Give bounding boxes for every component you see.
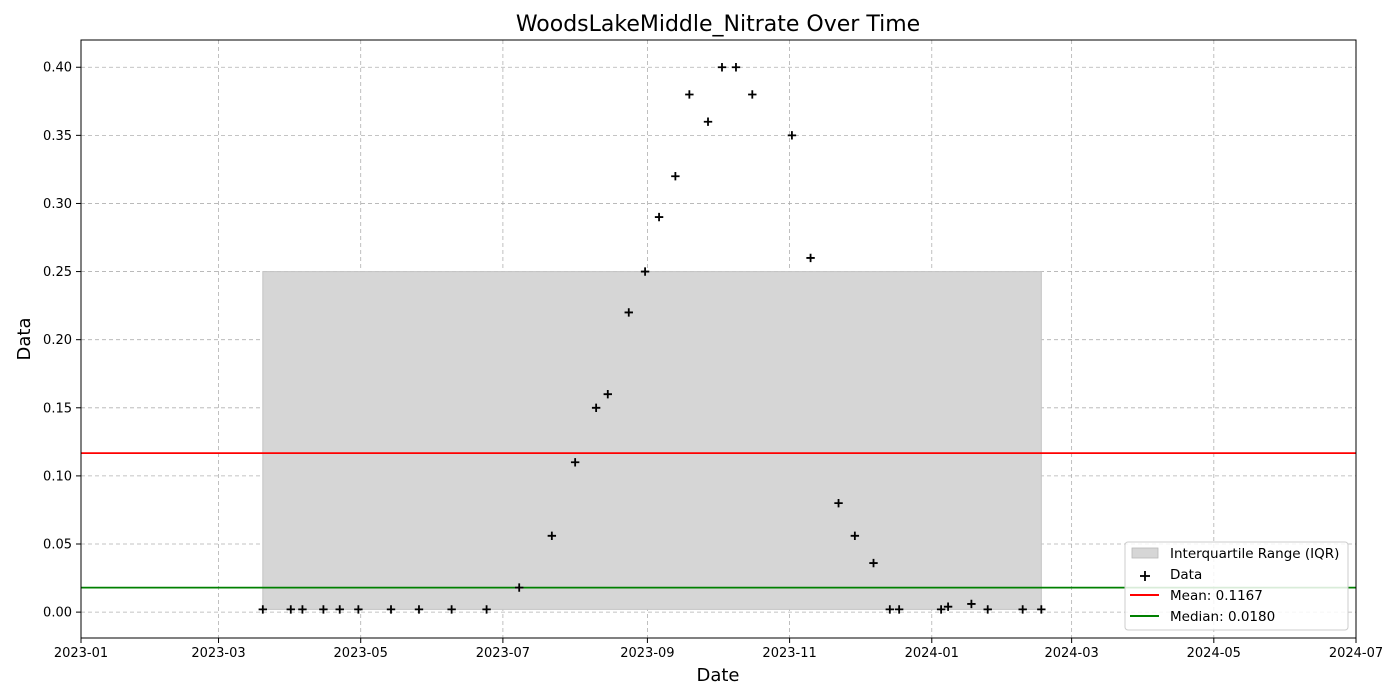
data-points — [258, 63, 1046, 614]
data-point — [885, 605, 895, 614]
data-point — [414, 605, 424, 614]
data-point — [447, 605, 456, 614]
legend-iqr-swatch — [1131, 547, 1159, 559]
data-point — [258, 605, 268, 614]
data-point — [671, 172, 680, 181]
x-tick-label: 2024-01 — [905, 646, 959, 661]
plot-frame — [80, 39, 1357, 639]
data-point — [1018, 605, 1027, 614]
data-point — [787, 131, 797, 140]
x-tick-label: 2024-03 — [1044, 646, 1098, 661]
x-tick-label: 2024-07 — [1329, 646, 1383, 661]
y-tick-label: 0.25 — [43, 265, 72, 280]
data-point — [354, 605, 363, 614]
legend-data-marker — [1140, 571, 1150, 581]
legend-median-label: Median: 0.0180 — [1170, 609, 1275, 625]
data-point — [748, 90, 757, 99]
data-point — [570, 458, 580, 467]
x-tick-label: 2023-05 — [334, 646, 388, 661]
x-tick-label: 2023-01 — [54, 646, 108, 661]
data-point — [967, 599, 976, 609]
data-point — [717, 63, 727, 72]
x-tick-label: 2023-11 — [762, 646, 816, 661]
data-point — [547, 531, 557, 541]
data-point — [319, 605, 328, 614]
data-point — [654, 212, 664, 222]
data-point — [298, 605, 307, 614]
data-point — [386, 605, 396, 614]
data-point — [894, 605, 904, 614]
y-tick-label: 0.15 — [43, 401, 72, 416]
legend-iqr-label: Interquartile Range (IQR) — [1170, 546, 1339, 562]
y-tick-label: 0.30 — [43, 197, 72, 212]
data-point — [806, 253, 815, 263]
data-point — [286, 605, 295, 614]
data-point — [591, 403, 601, 412]
x-tick-label: 2023-09 — [620, 646, 674, 661]
data-point — [624, 308, 633, 317]
data-point — [515, 583, 524, 592]
data-point — [869, 558, 878, 568]
x-axis-label: Date — [696, 665, 739, 686]
data-point — [640, 267, 650, 276]
data-point — [731, 63, 741, 72]
data-point — [943, 602, 953, 611]
y-tick-label: 0.40 — [43, 61, 72, 76]
data-point — [703, 117, 713, 126]
data-point — [482, 605, 491, 614]
data-point — [603, 389, 612, 399]
y-tick-label: 0.00 — [43, 606, 72, 621]
legend-mean-label: Mean: 0.1167 — [1170, 588, 1263, 604]
data-point — [685, 90, 694, 99]
chart-title: WoodsLakeMiddle_Nitrate Over Time — [516, 12, 920, 37]
y-tick-label: 0.35 — [43, 129, 72, 144]
data-point — [936, 605, 946, 614]
data-point — [335, 605, 344, 614]
x-tick-label: 2023-03 — [191, 646, 245, 661]
x-tick-label: 2024-05 — [1187, 646, 1241, 661]
iqr-rect — [262, 271, 1042, 610]
axis-ticks: 2023-01 2023-03 2023-05 2023-07 2023-09 2023-… — [43, 61, 1383, 661]
y-tick-label: 0.20 — [43, 333, 72, 348]
y-axis-label: Data — [14, 318, 35, 361]
data-point — [1037, 605, 1046, 614]
data-point — [834, 498, 843, 508]
data-point — [850, 531, 860, 541]
y-tick-label: 0.05 — [43, 538, 72, 553]
legend-data-label: Data — [1170, 567, 1202, 583]
legend-box — [1124, 541, 1349, 631]
x-tick-label: 2023-07 — [476, 646, 530, 661]
iqr-band — [262, 271, 1042, 610]
data-point — [983, 605, 992, 614]
legend: Interquartile Range (IQR) Data Mean: 0.1… — [1124, 541, 1349, 631]
y-tick-label: 0.10 — [43, 469, 72, 484]
